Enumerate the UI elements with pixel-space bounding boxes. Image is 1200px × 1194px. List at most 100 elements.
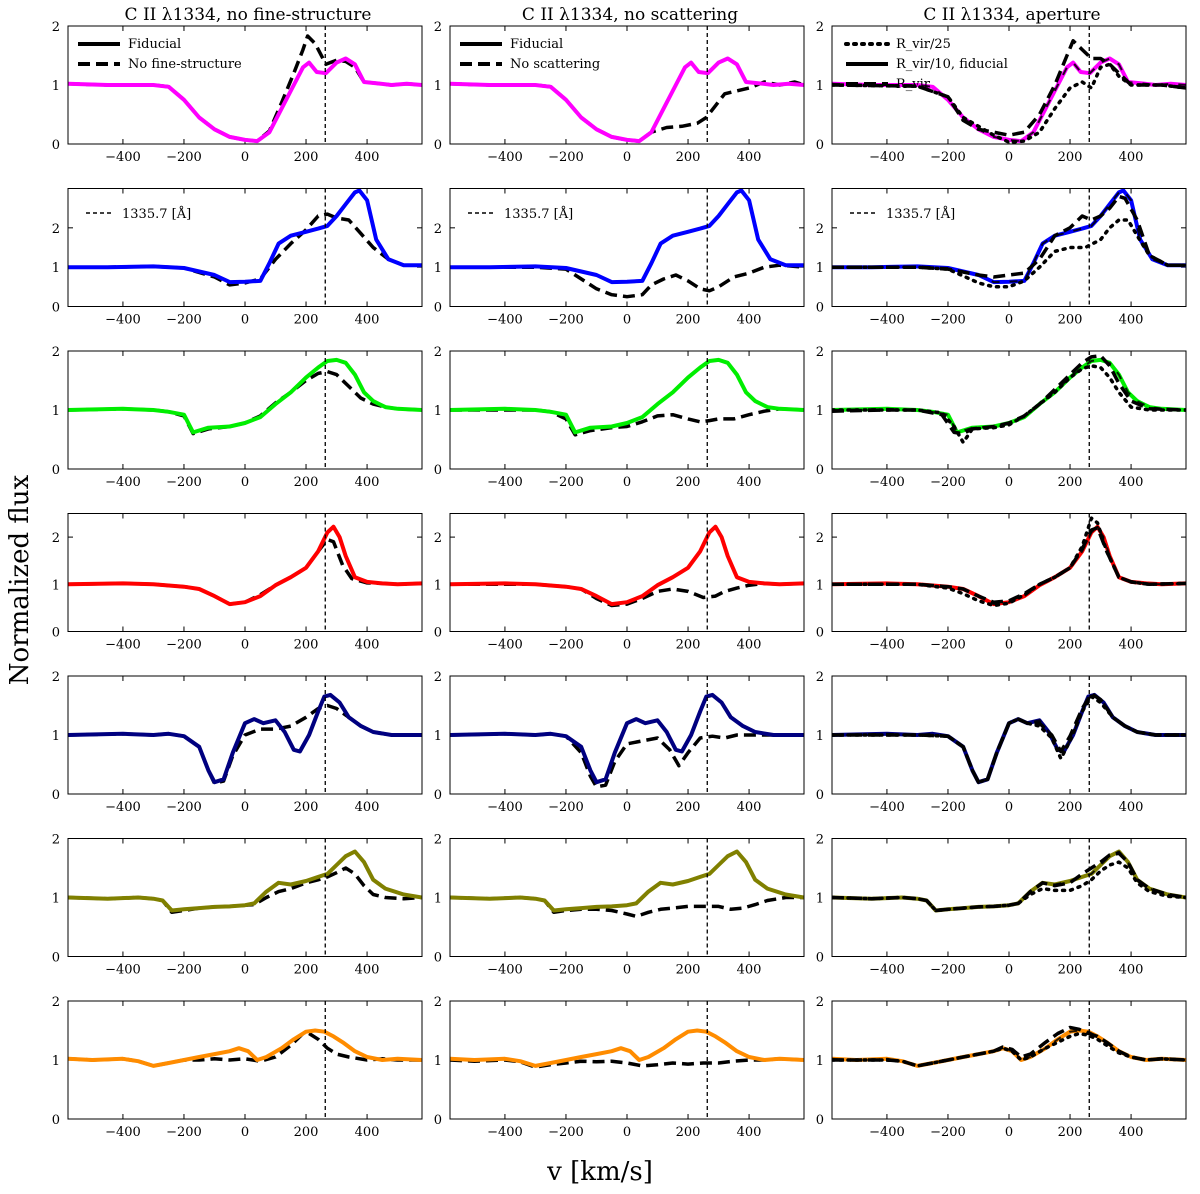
x-tick-label: 0	[1005, 150, 1013, 165]
x-tick-label: 200	[676, 313, 701, 328]
panel-plot-area	[450, 1028, 804, 1069]
x-tick-label: 200	[1058, 963, 1083, 978]
panel-r7-c3: −400 −200 0 200 400 0 1 2	[816, 995, 1187, 1140]
panel-frame	[449, 25, 805, 145]
x-tick-label: 0	[241, 1125, 249, 1140]
panel-r3-c3: −400 −200 0 200 400 0 1 2	[816, 345, 1187, 490]
panel-r6-c1: −400 −200 0 200 400 0 1 2	[52, 833, 423, 978]
y-tick-label: 2	[816, 345, 824, 360]
legend-col2: Fiducial No scattering	[460, 37, 600, 72]
x-tick-label: 400	[355, 800, 380, 815]
panel-frame	[67, 513, 423, 632]
series-fiducial	[832, 849, 1186, 913]
panel-plot-area	[832, 516, 1186, 608]
y-tick-label: 0	[816, 626, 824, 641]
y-tick-label: 0	[52, 788, 60, 803]
y-tick-label: 1	[434, 729, 442, 744]
x-tick-label: 200	[294, 313, 319, 328]
x-tick-label: −400	[105, 313, 141, 328]
y-tick-label: 0	[816, 138, 824, 153]
vline-legends: 1335.7 [Å] 1335.7 [Å] 1335.7 [Å]	[86, 206, 955, 222]
x-tick-label: −200	[166, 475, 202, 490]
x-tick-label: 400	[1119, 638, 1144, 653]
panel-plot-area	[68, 849, 422, 915]
series-nofs	[68, 537, 422, 606]
x-tick-label: 0	[241, 475, 249, 490]
y-tick-label: 2	[52, 670, 60, 685]
x-tick-label: 200	[294, 638, 319, 653]
panel-plot-area	[68, 1028, 422, 1068]
series-r25	[832, 694, 1186, 784]
x-tick-label: 200	[1058, 1125, 1083, 1140]
x-tick-label: 400	[737, 800, 762, 815]
x-tick-label: 0	[623, 963, 631, 978]
y-tick-label: 2	[816, 670, 824, 685]
y-tick-label: 2	[52, 345, 60, 360]
x-tick-label: −400	[869, 638, 905, 653]
x-tick-label: 0	[1005, 1125, 1013, 1140]
y-tick-label: 0	[816, 788, 824, 803]
panel-r5-c1: −400 −200 0 200 400 0 1 2	[52, 670, 423, 815]
series-nofs	[68, 212, 422, 287]
series-fiducial	[450, 56, 804, 144]
x-tick-label: 400	[737, 150, 762, 165]
panel-r3-c1: −400 −200 0 200 400 0 1 2	[52, 345, 423, 490]
series-fiducial	[68, 1028, 422, 1068]
y-tick-label: 1	[816, 729, 824, 744]
x-tick-label: 0	[623, 1125, 631, 1140]
legend-label-nofs: No fine-structure	[128, 57, 242, 72]
panel-r2-c1: −400 −200 0 200 400 0 1 2	[52, 188, 423, 328]
series-fiducial	[68, 56, 422, 144]
x-tick-label: −200	[930, 313, 966, 328]
series-nofs	[68, 34, 422, 143]
x-tick-label: 400	[737, 475, 762, 490]
x-tick-label: −200	[548, 150, 584, 165]
x-tick-label: −200	[548, 1125, 584, 1140]
panel-frame	[831, 1000, 1187, 1120]
y-tick-label: 1	[434, 79, 442, 94]
series-r25	[832, 364, 1186, 445]
panel-frame	[449, 350, 805, 470]
column-titles: C II λ1334, no fine-structure C II λ1334…	[125, 5, 1101, 25]
series-fiducial	[68, 524, 422, 607]
legend-col1: Fiducial No fine-structure	[78, 37, 242, 72]
panel-frame	[67, 838, 423, 957]
panel-r5-c2: −400 −200 0 200 400 0 1 2	[434, 670, 805, 815]
legend-label-rvir: R_vir	[896, 77, 931, 92]
x-tick-label: −200	[548, 313, 584, 328]
x-tick-label: −200	[166, 638, 202, 653]
x-tick-label: −200	[930, 638, 966, 653]
x-tick-label: 200	[1058, 475, 1083, 490]
x-tick-label: −400	[869, 1125, 905, 1140]
panel-frame	[831, 838, 1187, 957]
x-tick-label: 400	[355, 638, 380, 653]
x-tick-label: −400	[487, 800, 523, 815]
panel-r7-c2: −400 −200 0 200 400 0 1 2	[434, 995, 805, 1140]
y-tick-label: 2	[434, 345, 442, 360]
x-tick-label: −400	[869, 475, 905, 490]
y-tick-label: 2	[52, 833, 60, 848]
x-tick-label: −200	[930, 800, 966, 815]
y-tick-label: 0	[816, 1113, 824, 1128]
x-tick-label: 400	[355, 963, 380, 978]
x-tick-label: 0	[241, 313, 249, 328]
panel-frame	[67, 1000, 423, 1120]
series-rvir	[832, 1025, 1186, 1068]
vline-legend-label-2: 1335.7 [Å]	[504, 206, 573, 222]
panel-r5-c3: −400 −200 0 200 400 0 1 2	[816, 670, 1187, 815]
x-tick-label: 400	[1119, 313, 1144, 328]
panel-r4-c1: −400 −200 0 200 400 0 1 2	[52, 513, 423, 653]
series-rvir	[832, 525, 1186, 604]
panel-plot-area	[450, 849, 804, 919]
x-tick-label: 200	[676, 475, 701, 490]
series-fiducial	[832, 850, 1186, 912]
legend-label-noscat: No scattering	[510, 57, 600, 72]
x-tick-label: 200	[1058, 800, 1083, 815]
panel-r3-c2: −400 −200 0 200 400 0 1 2	[434, 345, 805, 490]
x-tick-label: 400	[355, 475, 380, 490]
panel-plot-area	[832, 1025, 1186, 1068]
y-tick-label: 2	[52, 222, 60, 237]
panel-frame	[67, 188, 423, 307]
column-title-1: C II λ1334, no fine-structure	[125, 5, 372, 25]
x-tick-label: 0	[241, 150, 249, 165]
